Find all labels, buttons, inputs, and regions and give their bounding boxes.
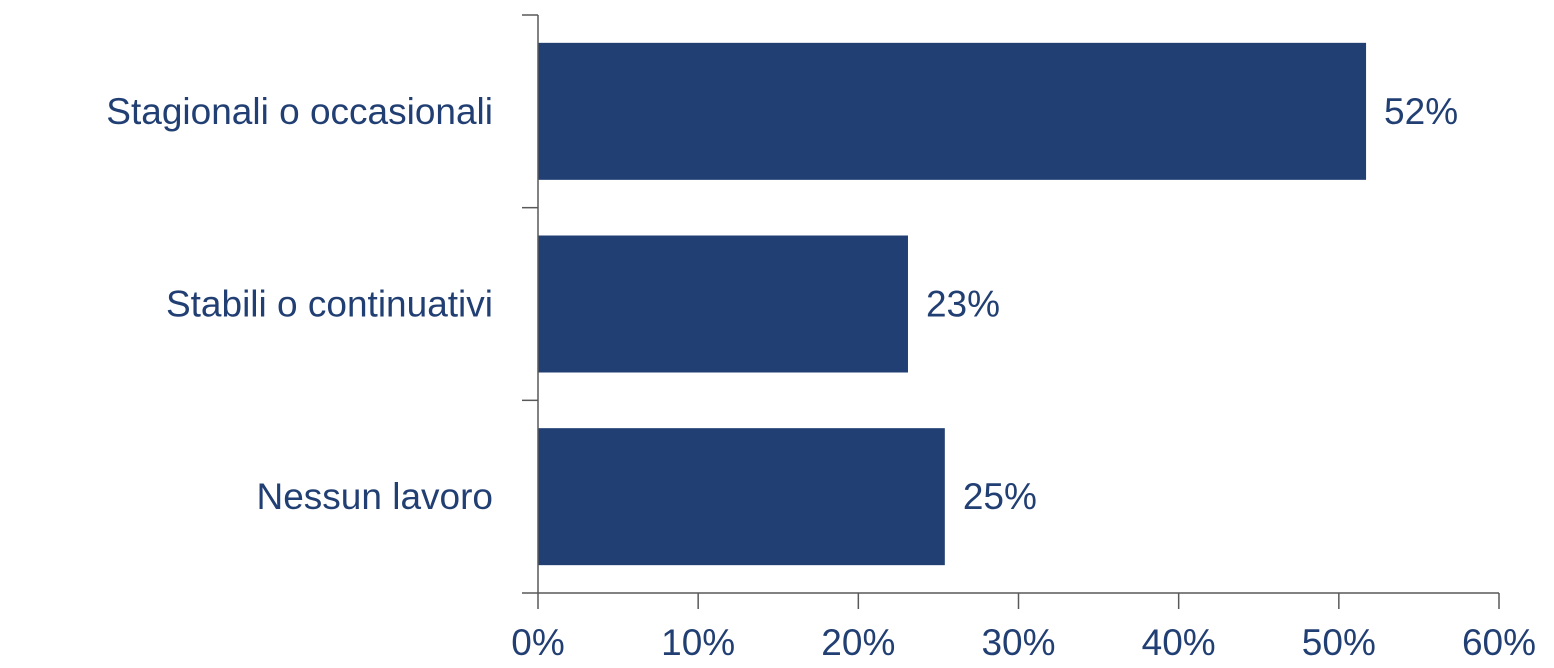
x-tick-label-0: 0% — [511, 622, 564, 663]
labels-layer: Stagionali o occasionali 52% Stabili o con… — [106, 91, 1536, 663]
axis-layer — [522, 14, 1500, 609]
x-tick-label-6: 60% — [1462, 622, 1536, 663]
data-label-3: 25% — [963, 476, 1037, 517]
category-label-2: Stabili o continuativi — [166, 284, 493, 325]
x-tick-label-2: 20% — [821, 622, 895, 663]
bar-2 — [538, 235, 908, 373]
x-tick-label-1: 10% — [661, 622, 735, 663]
category-label-1: Stagionali o occasionali — [106, 91, 493, 132]
bar-3 — [538, 428, 945, 566]
x-tick-label-5: 50% — [1302, 622, 1376, 663]
bar-1 — [538, 42, 1367, 180]
data-label-2: 23% — [926, 284, 1000, 325]
data-label-1: 52% — [1384, 91, 1458, 132]
category-label-3: Nessun lavoro — [256, 476, 493, 517]
x-tick-label-3: 30% — [981, 622, 1055, 663]
bars-layer — [538, 42, 1367, 566]
x-tick-label-4: 40% — [1142, 622, 1216, 663]
